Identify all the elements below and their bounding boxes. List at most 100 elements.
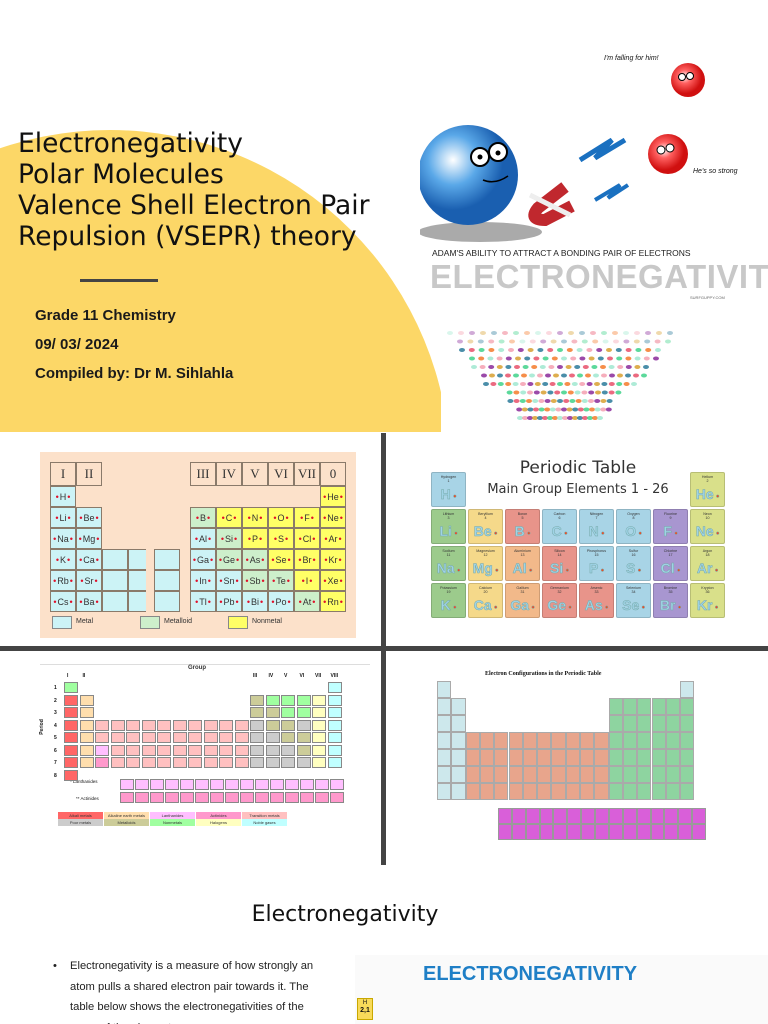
- group-header: VI: [268, 462, 294, 486]
- dot: [625, 373, 631, 378]
- element-cell: [522, 732, 538, 749]
- dot: [542, 356, 549, 361]
- transition-cell: [154, 549, 180, 570]
- dot: [478, 356, 485, 361]
- transition-cell: [128, 570, 146, 591]
- title-line: Polar Molecules: [18, 159, 224, 190]
- group-number: II: [82, 673, 86, 679]
- element-cell: I: [294, 570, 320, 591]
- element-name: Aluminium: [514, 549, 531, 553]
- element-cell: [250, 694, 264, 706]
- element-name: Neon: [703, 512, 712, 516]
- group-number: III: [253, 673, 258, 679]
- element-cell: [296, 694, 311, 706]
- element-cell: [494, 783, 509, 800]
- f-block-cell: [165, 779, 179, 790]
- element-cell: [79, 757, 94, 768]
- element-cell: [479, 732, 495, 749]
- dot: [498, 339, 505, 344]
- element-cell: [608, 732, 623, 749]
- dot: [654, 339, 661, 344]
- electronegativity-image: ELECTRONEGATIVITY H 2,1: [355, 955, 768, 1024]
- dot: [631, 382, 637, 386]
- element-cell: [594, 732, 609, 749]
- dot: [569, 399, 576, 403]
- element-name: Carbon: [553, 512, 566, 516]
- dot: [635, 348, 642, 352]
- element-cell: [126, 719, 140, 731]
- f-block-cell: [210, 779, 224, 790]
- element-symbol: Bi: [246, 597, 264, 607]
- title-slide-background: [0, 0, 441, 432]
- dot: [588, 356, 595, 361]
- element-cell: [95, 719, 109, 731]
- dot: [467, 339, 474, 344]
- element-tile: Helium 2 He: [690, 472, 725, 507]
- element-cell: He: [320, 486, 346, 507]
- element-name: Calcium: [479, 586, 492, 590]
- element-cell: [110, 757, 125, 768]
- element-cell: [622, 783, 638, 800]
- element-cell: [281, 744, 295, 756]
- atomic-number: 32: [557, 590, 562, 594]
- actinides-label: ** Actinides: [76, 796, 99, 801]
- element-symbol: Mg: [78, 534, 101, 544]
- element-symbol: Po: [270, 597, 291, 607]
- dot: [527, 416, 533, 420]
- element-cell: [64, 732, 78, 743]
- element-cell: [665, 783, 681, 800]
- element-name: Oxygen: [627, 512, 640, 516]
- dot: [581, 399, 588, 403]
- dot: [623, 382, 630, 386]
- dot: [577, 407, 584, 412]
- element-cell: [281, 732, 295, 743]
- element-cell: As: [242, 549, 268, 570]
- dot: [644, 339, 651, 344]
- element-cell: [494, 766, 509, 783]
- element-symbol: O: [272, 513, 289, 523]
- dot: [527, 382, 534, 386]
- dot: [561, 339, 567, 344]
- image-title: ELECTRONEGATIVITY: [423, 963, 638, 985]
- period-number: 8: [54, 772, 57, 779]
- dot: [562, 416, 568, 420]
- element-cell: Ge: [216, 549, 242, 570]
- dot: [582, 416, 588, 420]
- element-cell: [479, 749, 495, 766]
- element-cell: [565, 749, 580, 766]
- element-cell: Si: [216, 528, 242, 549]
- dot: [594, 399, 601, 403]
- dot: [557, 348, 563, 352]
- periodic-table-groups: Group Period * Lanthanides ** Actinides …: [39, 664, 370, 849]
- dot: [579, 356, 586, 361]
- dot: [506, 390, 513, 395]
- element-cell: [451, 715, 466, 732]
- element-cell: [312, 694, 326, 706]
- bullet-icon: •: [53, 960, 57, 972]
- dot: [613, 339, 619, 344]
- element-symbol: Xe: [322, 576, 343, 586]
- dot: [557, 382, 563, 386]
- group-header: 0: [320, 462, 346, 486]
- element-cell: [64, 757, 78, 768]
- dot: [521, 373, 527, 378]
- legend-swatch: [228, 616, 248, 629]
- f-block-cell: [539, 808, 554, 824]
- element-cell: [141, 757, 156, 768]
- dot: [459, 348, 465, 352]
- element-cell: Ne: [320, 507, 346, 528]
- element-cell: [608, 698, 623, 715]
- f-block-cell: [270, 779, 284, 790]
- dot: [483, 382, 489, 386]
- f-block-cell: [150, 779, 164, 790]
- element-cell: [203, 757, 218, 768]
- element-symbol: P: [247, 534, 263, 544]
- element-tile: Hydrogen 1 H: [431, 472, 466, 507]
- dot: [539, 365, 546, 369]
- atomic-number: 20: [483, 590, 488, 594]
- dot: [569, 373, 575, 378]
- element-tile: Silicon 14 Si: [542, 546, 577, 581]
- element-symbol: Ne: [691, 523, 724, 540]
- atomic-number: 36: [705, 590, 710, 594]
- element-symbol: Be: [469, 523, 502, 540]
